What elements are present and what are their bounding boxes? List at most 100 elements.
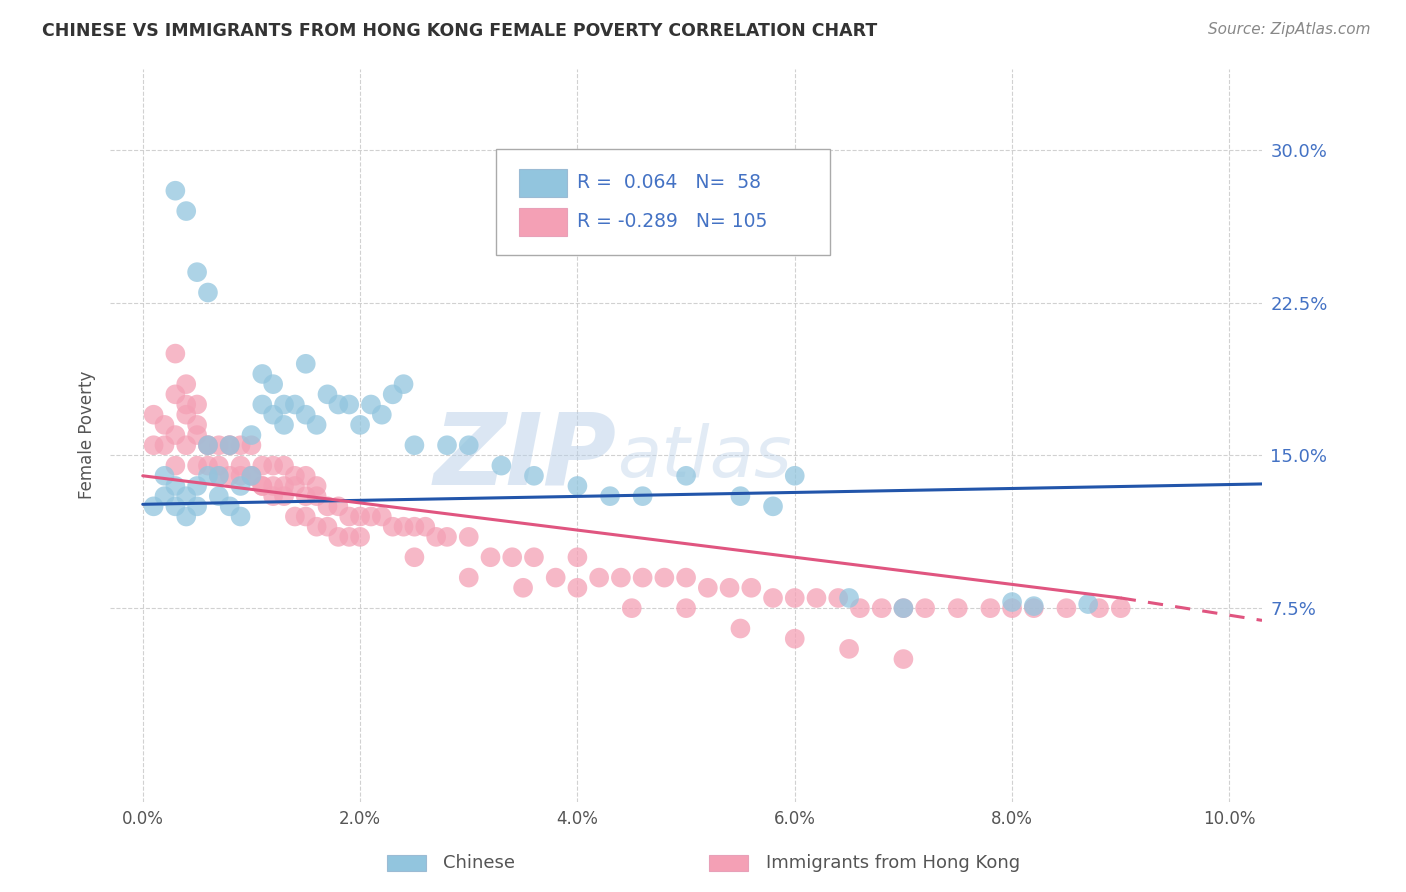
Point	[783, 591, 806, 605]
Point	[349, 509, 371, 524]
Point	[838, 641, 860, 656]
Point	[305, 519, 328, 533]
FancyBboxPatch shape	[519, 169, 568, 197]
Point	[457, 530, 479, 544]
Point	[675, 468, 697, 483]
Point	[567, 581, 589, 595]
Point	[208, 468, 231, 483]
Point	[252, 397, 274, 411]
Point	[1054, 601, 1077, 615]
Point	[229, 438, 252, 452]
Point	[218, 438, 240, 452]
Point	[328, 530, 350, 544]
Text: CHINESE VS IMMIGRANTS FROM HONG KONG FEMALE POVERTY CORRELATION CHART: CHINESE VS IMMIGRANTS FROM HONG KONG FEM…	[42, 22, 877, 40]
Point	[436, 530, 458, 544]
Point	[174, 438, 197, 452]
Point	[675, 601, 697, 615]
Point	[654, 571, 676, 585]
Point	[1001, 595, 1024, 609]
Point	[337, 530, 360, 544]
Point	[240, 468, 263, 483]
Point	[240, 468, 263, 483]
Point	[392, 377, 415, 392]
Point	[197, 468, 219, 483]
Point	[512, 581, 534, 595]
Point	[675, 571, 697, 585]
Text: Immigrants from Hong Kong: Immigrants from Hong Kong	[766, 855, 1021, 872]
Point	[262, 377, 284, 392]
Point	[1109, 601, 1132, 615]
Point	[284, 397, 307, 411]
Point	[501, 550, 523, 565]
Point	[316, 500, 339, 514]
Point	[174, 377, 197, 392]
Point	[1088, 601, 1111, 615]
Point	[305, 479, 328, 493]
Point	[218, 438, 240, 452]
Point	[208, 489, 231, 503]
Point	[404, 438, 426, 452]
Text: Source: ZipAtlas.com: Source: ZipAtlas.com	[1208, 22, 1371, 37]
Point	[1077, 597, 1099, 611]
Point	[588, 571, 610, 585]
Point	[544, 571, 567, 585]
Point	[153, 417, 176, 432]
Point	[783, 468, 806, 483]
Point	[1001, 601, 1024, 615]
Point	[870, 601, 893, 615]
Point	[284, 479, 307, 493]
Point	[186, 397, 208, 411]
Point	[620, 601, 643, 615]
Point	[360, 509, 382, 524]
Point	[457, 438, 479, 452]
Point	[849, 601, 872, 615]
Point	[252, 458, 274, 473]
Point	[218, 500, 240, 514]
Point	[218, 468, 240, 483]
Point	[838, 591, 860, 605]
Point	[142, 438, 165, 452]
Point	[349, 417, 371, 432]
Point	[730, 622, 752, 636]
Point	[240, 468, 263, 483]
Point	[165, 479, 187, 493]
Point	[349, 530, 371, 544]
Point	[186, 428, 208, 442]
Point	[240, 428, 263, 442]
Point	[762, 591, 785, 605]
Point	[893, 652, 915, 666]
Point	[153, 468, 176, 483]
Point	[523, 550, 546, 565]
Point	[305, 417, 328, 432]
Point	[893, 601, 915, 615]
Point	[284, 468, 307, 483]
Point	[404, 519, 426, 533]
Point	[197, 458, 219, 473]
Point	[328, 397, 350, 411]
Point	[730, 489, 752, 503]
Text: ZIP: ZIP	[434, 409, 617, 506]
Point	[914, 601, 936, 615]
Point	[197, 438, 219, 452]
Point	[252, 367, 274, 381]
Point	[413, 519, 436, 533]
Point	[165, 458, 187, 473]
Point	[316, 387, 339, 401]
Point	[523, 468, 546, 483]
Point	[457, 571, 479, 585]
Point	[436, 438, 458, 452]
Point	[262, 458, 284, 473]
Point	[294, 408, 316, 422]
Point	[174, 397, 197, 411]
Point	[186, 458, 208, 473]
Point	[174, 509, 197, 524]
Point	[273, 417, 295, 432]
Point	[165, 500, 187, 514]
Point	[284, 509, 307, 524]
Point	[197, 438, 219, 452]
Point	[186, 417, 208, 432]
Point	[252, 479, 274, 493]
Point	[762, 500, 785, 514]
Point	[381, 519, 404, 533]
Point	[599, 489, 621, 503]
